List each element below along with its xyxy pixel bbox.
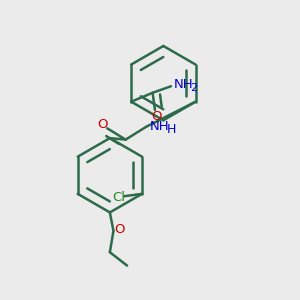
Text: O: O xyxy=(97,118,108,131)
Text: 2: 2 xyxy=(190,83,197,93)
Text: O: O xyxy=(151,110,161,123)
Text: NH: NH xyxy=(150,120,169,133)
Text: O: O xyxy=(114,223,124,236)
Text: NH: NH xyxy=(173,78,193,91)
Text: H: H xyxy=(166,123,176,136)
Text: Cl: Cl xyxy=(112,191,125,204)
